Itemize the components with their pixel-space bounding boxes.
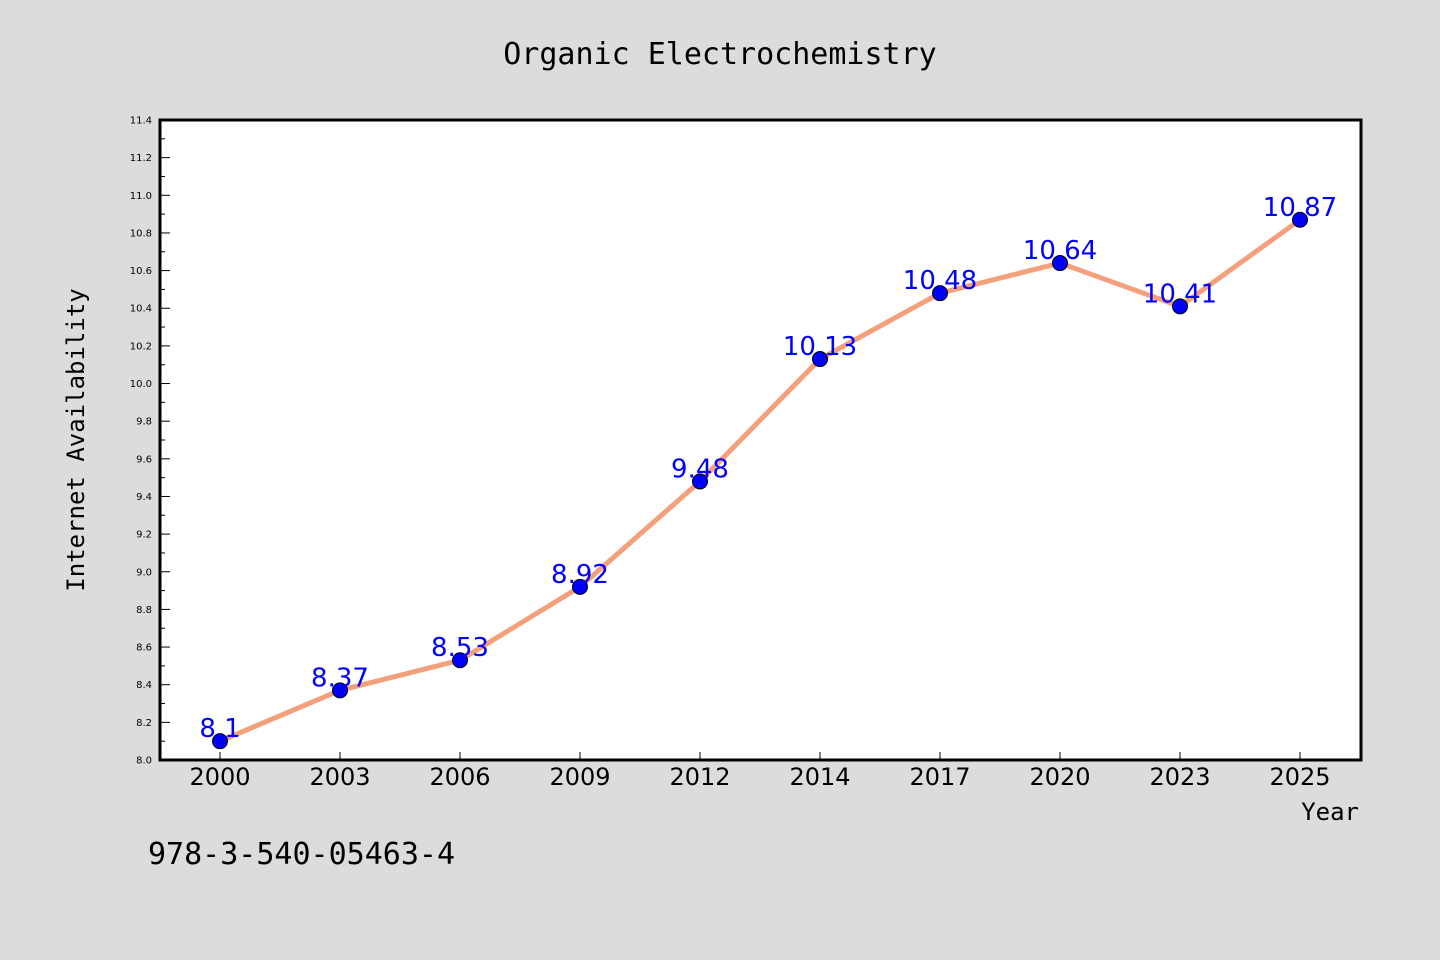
- data-point: [812, 351, 828, 368]
- y-tick-label: 11.4: [130, 116, 152, 127]
- data-point: [1052, 255, 1068, 272]
- x-tick-label: 2012: [669, 763, 730, 791]
- plot-area: [158, 118, 1363, 762]
- x-tick-label: 2025: [1269, 763, 1330, 791]
- data-label: 9.48: [671, 454, 729, 484]
- y-tick-label: 10.0: [130, 379, 152, 390]
- y-tick-label: 8.6: [136, 643, 152, 654]
- x-tick-label: 2003: [309, 763, 370, 791]
- x-tick-label: 2000: [189, 763, 250, 791]
- data-point: [1292, 211, 1308, 228]
- y-tick-label: 9.6: [136, 454, 152, 465]
- data-label: 8.37: [311, 663, 369, 693]
- y-tick-label: 10.4: [130, 304, 152, 315]
- data-label: 10.64: [1023, 236, 1097, 266]
- series-line: [217, 217, 1303, 744]
- data-point: [332, 682, 348, 699]
- series-group: 8.1 8.37 8.53 8.92 9.48 10.13 10.48 10.64 10.41 1…: [199, 193, 1337, 750]
- x-tick-label: 2020: [1029, 763, 1090, 791]
- x-axis-ticks: 2000 2003 2006 2009 2012 2014 2017 2020 2023 2025: [189, 752, 1331, 791]
- data-point: [452, 652, 468, 669]
- y-tick-label: 9.0: [136, 567, 152, 578]
- y-tick-label: 9.8: [136, 417, 152, 428]
- y-tick-label: 8.4: [136, 680, 152, 691]
- x-tick-label: 2009: [549, 763, 610, 791]
- data-point: [1172, 298, 1188, 315]
- y-tick-label: 10.8: [130, 228, 152, 239]
- x-axis-label: Year: [1301, 798, 1359, 826]
- data-point: [212, 733, 228, 750]
- y-tick-label: 10.2: [130, 341, 152, 352]
- y-tick-label: 11.2: [130, 153, 152, 164]
- data-label: 10.87: [1263, 193, 1337, 223]
- y-tick-label: 11.0: [130, 191, 152, 202]
- data-label: 10.48: [903, 266, 977, 296]
- data-label: 10.13: [783, 332, 857, 362]
- data-point: [572, 578, 588, 595]
- y-tick-label: 9.4: [136, 492, 152, 503]
- data-label: 10.41: [1143, 279, 1217, 309]
- x-tick-label: 2014: [789, 763, 850, 791]
- data-label: 8.92: [551, 560, 609, 590]
- y-tick-label: 10.6: [130, 266, 152, 277]
- isbn-text: 978-3-540-05463-4: [148, 837, 455, 872]
- data-point: [692, 473, 708, 490]
- x-tick-label: 2017: [909, 763, 970, 791]
- data-point: [932, 285, 948, 302]
- x-tick-label: 2006: [429, 763, 490, 791]
- data-label: 8.1: [199, 714, 240, 744]
- x-tick-label: 2023: [1149, 763, 1210, 791]
- data-label: 8.53: [431, 633, 489, 663]
- y-tick-label: 8.2: [136, 718, 152, 729]
- y-tick-label: 9.2: [136, 530, 152, 541]
- y-axis-label: Internet Availability: [62, 288, 90, 591]
- y-tick-label: 8.0: [136, 756, 152, 767]
- y-tick-label: 8.8: [136, 605, 152, 616]
- chart-title: Organic Electrochemistry: [503, 37, 936, 72]
- y-axis-ticks: 8.0 8.2 8.4 8.6 8.8 9.0 9.2 9.4 9.6 9.8 10.0 10.2 10…: [130, 116, 170, 767]
